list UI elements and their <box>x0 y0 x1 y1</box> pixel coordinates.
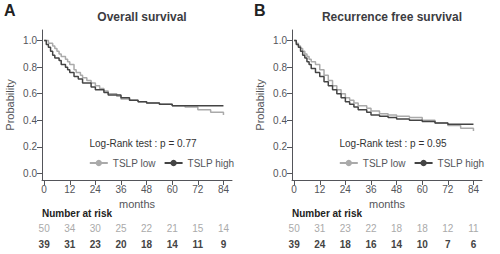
svg-text:months: months <box>119 198 156 210</box>
svg-text:6: 6 <box>471 239 477 250</box>
svg-text:Probability: Probability <box>254 79 266 131</box>
svg-text:84: 84 <box>468 184 480 195</box>
svg-text:50: 50 <box>39 223 51 234</box>
svg-text:0.2: 0.2 <box>273 141 287 152</box>
svg-text:1.0: 1.0 <box>273 35 287 46</box>
svg-text:TSLP low: TSLP low <box>363 158 406 169</box>
svg-text:TSLP low: TSLP low <box>113 158 156 169</box>
svg-text:22: 22 <box>141 223 153 234</box>
svg-text:Number at risk: Number at risk <box>42 208 112 219</box>
svg-text:25: 25 <box>115 223 127 234</box>
svg-text:15: 15 <box>192 223 204 234</box>
svg-text:31: 31 <box>314 223 326 234</box>
svg-text:14: 14 <box>218 223 230 234</box>
svg-text:24: 24 <box>90 184 102 195</box>
svg-text:36: 36 <box>365 184 377 195</box>
svg-text:Overall survival: Overall survival <box>97 10 186 24</box>
svg-text:Probability: Probability <box>4 79 16 131</box>
svg-text:22: 22 <box>365 223 377 234</box>
svg-text:30: 30 <box>90 223 102 234</box>
svg-text:21: 21 <box>167 223 179 234</box>
svg-text:72: 72 <box>442 184 454 195</box>
svg-text:11: 11 <box>193 239 204 250</box>
svg-text:72: 72 <box>192 184 204 195</box>
svg-text:TSLP high: TSLP high <box>438 158 485 169</box>
svg-text:7: 7 <box>445 239 451 250</box>
svg-text:0.0: 0.0 <box>23 168 37 179</box>
svg-text:39: 39 <box>39 239 51 250</box>
svg-text:Log-Rank test : p = 0.77: Log-Rank test : p = 0.77 <box>90 138 197 149</box>
svg-text:24: 24 <box>340 184 352 195</box>
svg-text:9: 9 <box>221 239 227 250</box>
svg-text:18: 18 <box>141 239 153 250</box>
svg-text:A: A <box>4 2 16 19</box>
svg-text:0.0: 0.0 <box>273 168 287 179</box>
svg-text:0: 0 <box>41 184 47 195</box>
svg-text:12: 12 <box>442 223 454 234</box>
svg-text:48: 48 <box>141 184 153 195</box>
svg-text:16: 16 <box>365 239 377 250</box>
svg-text:TSLP high: TSLP high <box>188 158 235 169</box>
svg-text:0.6: 0.6 <box>273 88 287 99</box>
svg-text:31: 31 <box>64 239 76 250</box>
svg-text:36: 36 <box>115 184 127 195</box>
svg-text:34: 34 <box>64 223 76 234</box>
svg-text:B: B <box>254 2 266 19</box>
svg-text:39: 39 <box>289 239 301 250</box>
svg-text:14: 14 <box>167 239 179 250</box>
svg-text:0.2: 0.2 <box>23 141 37 152</box>
svg-text:Log-Rank test : p = 0.95: Log-Rank test : p = 0.95 <box>340 138 447 149</box>
svg-text:24: 24 <box>314 239 326 250</box>
svg-text:11: 11 <box>468 223 479 234</box>
svg-text:Recurrence free survival: Recurrence free survival <box>322 10 462 24</box>
svg-text:20: 20 <box>115 239 127 250</box>
svg-text:84: 84 <box>218 184 230 195</box>
svg-text:18: 18 <box>340 239 352 250</box>
svg-text:0.4: 0.4 <box>23 115 37 126</box>
svg-text:0.8: 0.8 <box>273 62 287 73</box>
svg-text:0.6: 0.6 <box>23 88 37 99</box>
svg-text:12: 12 <box>314 184 326 195</box>
svg-text:12: 12 <box>64 184 76 195</box>
svg-text:0.8: 0.8 <box>23 62 37 73</box>
svg-text:23: 23 <box>90 239 102 250</box>
svg-text:1.0: 1.0 <box>23 35 37 46</box>
svg-text:23: 23 <box>340 223 352 234</box>
svg-text:48: 48 <box>391 184 403 195</box>
svg-text:18: 18 <box>391 223 403 234</box>
svg-text:60: 60 <box>167 184 179 195</box>
svg-text:0.4: 0.4 <box>273 115 287 126</box>
svg-text:14: 14 <box>391 239 403 250</box>
svg-text:60: 60 <box>417 184 429 195</box>
svg-text:10: 10 <box>417 239 429 250</box>
svg-text:50: 50 <box>289 223 301 234</box>
svg-text:months: months <box>369 198 406 210</box>
svg-text:18: 18 <box>417 223 429 234</box>
svg-text:0: 0 <box>291 184 297 195</box>
svg-text:Number at risk: Number at risk <box>292 208 362 219</box>
